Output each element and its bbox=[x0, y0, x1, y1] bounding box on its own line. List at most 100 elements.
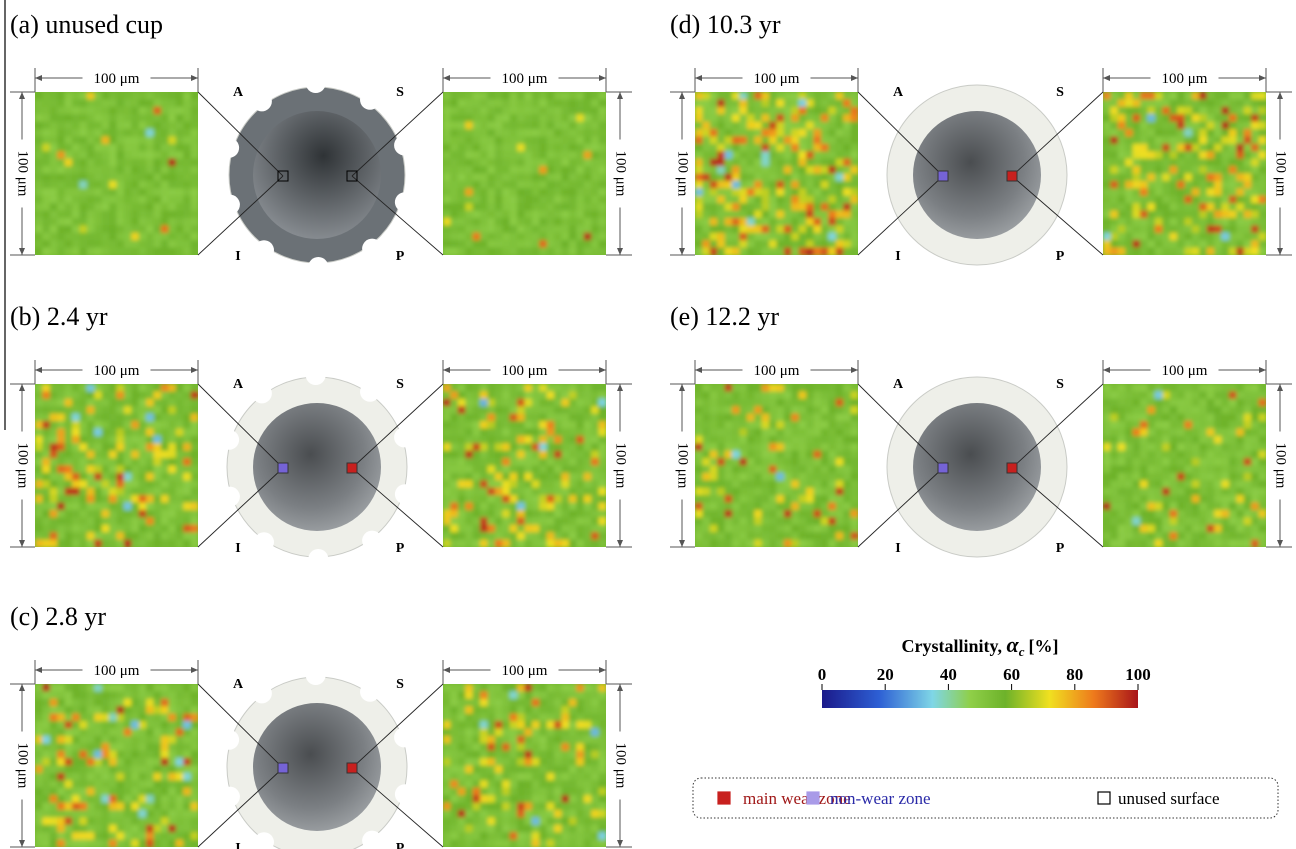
map-cell bbox=[502, 736, 510, 744]
map-cell bbox=[554, 706, 562, 714]
map-cell bbox=[517, 428, 525, 436]
map-cell bbox=[1147, 436, 1155, 444]
map-cell bbox=[183, 766, 191, 774]
map-cell bbox=[1207, 451, 1215, 459]
map-cell bbox=[109, 414, 117, 422]
map-cell bbox=[828, 406, 836, 414]
map-cell bbox=[725, 414, 733, 422]
map-cell bbox=[72, 495, 80, 503]
map-cell bbox=[532, 788, 540, 796]
map-cell bbox=[1155, 399, 1163, 407]
map-cell bbox=[702, 151, 710, 159]
map-cell bbox=[836, 466, 844, 474]
map-cell bbox=[747, 122, 755, 130]
map-cell bbox=[806, 391, 814, 399]
map-cell bbox=[1222, 399, 1230, 407]
map-cell bbox=[576, 466, 584, 474]
map-cell bbox=[1110, 428, 1118, 436]
map-cell bbox=[1244, 99, 1252, 107]
map-cell bbox=[1140, 92, 1148, 100]
map-cell bbox=[747, 510, 755, 518]
map-cell bbox=[754, 436, 762, 444]
map-cell bbox=[65, 166, 73, 174]
panel-title: 2.8 yr bbox=[45, 602, 106, 631]
map-cells bbox=[443, 684, 607, 848]
map-cell bbox=[695, 122, 703, 130]
map-cell bbox=[458, 166, 466, 174]
map-cell bbox=[57, 817, 65, 825]
map-cell bbox=[117, 188, 125, 196]
map-cell bbox=[1222, 203, 1230, 211]
map-cell bbox=[695, 443, 703, 451]
map-cell bbox=[562, 691, 570, 699]
map-cell bbox=[450, 832, 458, 840]
map-cell bbox=[154, 196, 162, 204]
map-cell bbox=[1214, 503, 1222, 511]
map-cell bbox=[458, 218, 466, 226]
map-texture bbox=[1103, 92, 1267, 256]
map-cell bbox=[791, 495, 799, 503]
map-cell bbox=[547, 510, 555, 518]
map-cell bbox=[65, 825, 73, 833]
map-cell bbox=[65, 743, 73, 751]
map-cell bbox=[843, 399, 851, 407]
map-cell bbox=[584, 488, 592, 496]
map-cell bbox=[1133, 540, 1141, 548]
map-cell bbox=[35, 810, 43, 818]
map-cell bbox=[576, 122, 584, 130]
map-cell bbox=[154, 684, 162, 692]
map-cell bbox=[828, 151, 836, 159]
map-cell bbox=[554, 758, 562, 766]
map-cell bbox=[65, 699, 73, 707]
map-cell bbox=[183, 211, 191, 219]
map-cell bbox=[495, 406, 503, 414]
map-cell bbox=[806, 166, 814, 174]
map-cell bbox=[465, 510, 473, 518]
map-cell bbox=[717, 233, 725, 241]
map-cell bbox=[851, 458, 859, 466]
map-cell bbox=[539, 803, 547, 811]
map-cell bbox=[480, 414, 488, 422]
map-cell bbox=[94, 248, 102, 256]
map-cell bbox=[510, 188, 518, 196]
map-cell bbox=[57, 443, 65, 451]
map-cell bbox=[710, 144, 718, 152]
map-cell bbox=[532, 151, 540, 159]
map-cell bbox=[183, 810, 191, 818]
map-cell bbox=[1185, 181, 1193, 189]
map-cell bbox=[562, 532, 570, 540]
map-cell bbox=[836, 114, 844, 122]
map-cell bbox=[510, 421, 518, 429]
map-cell bbox=[42, 540, 50, 548]
map-cell bbox=[1244, 174, 1252, 182]
map-cell bbox=[821, 406, 829, 414]
map-cell bbox=[131, 414, 139, 422]
map-cell bbox=[102, 129, 110, 137]
map-cell bbox=[1229, 203, 1237, 211]
map-cell bbox=[183, 758, 191, 766]
map-cell bbox=[183, 525, 191, 533]
map-cell bbox=[176, 384, 184, 392]
map-cell bbox=[79, 414, 87, 422]
map-cell bbox=[1177, 144, 1185, 152]
map-cell bbox=[547, 384, 555, 392]
map-cell bbox=[510, 391, 518, 399]
map-cell bbox=[183, 488, 191, 496]
map-cell bbox=[725, 181, 733, 189]
map-cell bbox=[510, 451, 518, 459]
map-cell bbox=[450, 758, 458, 766]
map-cell bbox=[539, 144, 547, 152]
map-cell bbox=[517, 517, 525, 525]
map-cell bbox=[161, 406, 169, 414]
map-cell bbox=[465, 159, 473, 167]
cup-notch bbox=[395, 484, 415, 504]
map-cell bbox=[1147, 122, 1155, 130]
map-cell bbox=[1103, 240, 1111, 248]
map-cell bbox=[836, 458, 844, 466]
map-cell bbox=[502, 795, 510, 803]
map-cell bbox=[732, 428, 740, 436]
map-cell bbox=[487, 196, 495, 204]
map-cell bbox=[458, 480, 466, 488]
map-cell bbox=[525, 517, 533, 525]
map-cell bbox=[747, 540, 755, 548]
